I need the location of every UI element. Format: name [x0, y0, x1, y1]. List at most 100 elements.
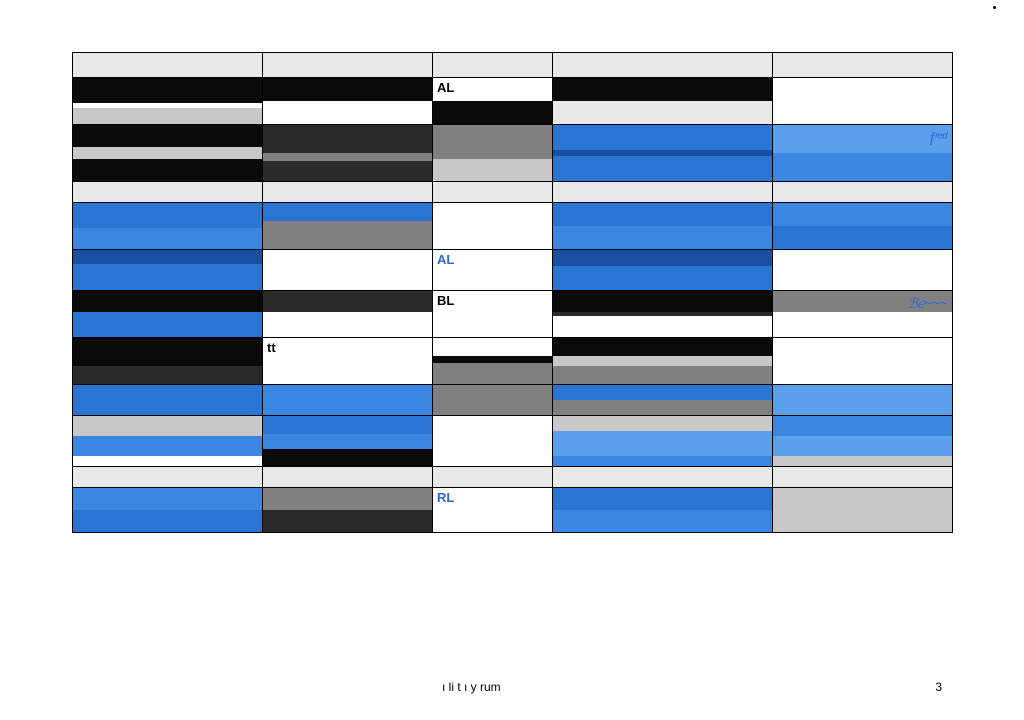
- redaction-band: [73, 338, 262, 366]
- redaction-band: [773, 53, 952, 77]
- redaction-band: [773, 338, 952, 384]
- table-cell: [773, 182, 953, 203]
- redaction-band: [433, 182, 552, 202]
- table-cell: [263, 182, 433, 203]
- redaction-band: [73, 291, 262, 312]
- table-cell: [773, 467, 953, 488]
- table-cell: [73, 125, 263, 182]
- redaction-band: [263, 203, 432, 221]
- redaction-band: [263, 182, 432, 202]
- table-cell: [553, 385, 773, 416]
- redaction-band: [433, 125, 552, 159]
- cell-label: tt: [267, 340, 276, 355]
- redaction-band: [73, 78, 262, 103]
- table-cell: [553, 488, 773, 533]
- redaction-band: [73, 510, 262, 532]
- table-cell: [773, 416, 953, 467]
- redaction-band: [263, 78, 432, 101]
- table-cell: [263, 125, 433, 182]
- redaction-band: [773, 250, 952, 290]
- table-cell: AL: [433, 250, 553, 291]
- redaction-band: [553, 125, 772, 150]
- table-cell: [263, 78, 433, 125]
- redaction-band: [773, 436, 952, 456]
- table-cell: [73, 182, 263, 203]
- redaction-band: [263, 488, 432, 510]
- table-cell: [263, 385, 433, 416]
- redaction-band: [773, 416, 952, 436]
- redaction-band: [553, 456, 772, 466]
- redaction-band: [73, 182, 262, 202]
- table-cell: [553, 416, 773, 467]
- cell-label: AL: [437, 252, 454, 267]
- redaction-band: [773, 125, 952, 153]
- table-cell: [433, 125, 553, 182]
- redaction-band: [263, 385, 432, 415]
- table-row: [73, 182, 953, 203]
- redaction-band: [553, 78, 772, 101]
- table-cell: [433, 467, 553, 488]
- redaction-band: [553, 156, 772, 181]
- table-cell: [773, 385, 953, 416]
- redaction-band: [73, 53, 262, 77]
- table-cell: [73, 467, 263, 488]
- redaction-band: [553, 291, 772, 312]
- redaction-band: [553, 385, 772, 400]
- redaction-band: [263, 101, 432, 124]
- redaction-band: [433, 338, 552, 356]
- redaction-band: [553, 400, 772, 415]
- redaction-band: [773, 467, 952, 487]
- redaction-band: [553, 356, 772, 365]
- cell-label: RL: [437, 490, 454, 505]
- table-cell: [73, 338, 263, 385]
- table-cell: [553, 203, 773, 250]
- redaction-band: [553, 182, 772, 202]
- table-cell: [263, 53, 433, 78]
- redaction-band: [553, 226, 772, 249]
- redaction-band: [263, 161, 432, 181]
- table-cell: ℬℯ~~~: [773, 291, 953, 338]
- redaction-band: [773, 182, 952, 202]
- redaction-band: [773, 488, 952, 532]
- redaction-band: [73, 125, 262, 147]
- redaction-band: [433, 312, 552, 337]
- table-cell: [553, 182, 773, 203]
- handwriting-mark: ƒʳᵉᵈ: [928, 129, 946, 145]
- table-cell: [73, 385, 263, 416]
- table-row: tt: [73, 338, 953, 385]
- table-cell: [553, 291, 773, 338]
- table-cell: [73, 416, 263, 467]
- table-cell: [773, 488, 953, 533]
- redaction-band: [263, 434, 432, 449]
- redaction-band: [433, 416, 552, 466]
- redaction-band: [263, 221, 432, 249]
- table-cell: tt: [263, 338, 433, 385]
- redaction-band: [553, 416, 772, 431]
- redaction-band: [553, 53, 772, 77]
- redacted-table: ALƒʳᵉᵈALBLℬℯ~~~ ttRL: [72, 52, 953, 533]
- redaction-band: [73, 147, 262, 158]
- redaction-band: [73, 436, 262, 456]
- redaction-band: [73, 250, 262, 264]
- redaction-band: [773, 385, 952, 415]
- redaction-band: [73, 264, 262, 290]
- redaction-band: [553, 101, 772, 124]
- redaction-band: [73, 416, 262, 436]
- table-row: [73, 203, 953, 250]
- redaction-band: [433, 467, 552, 487]
- table-cell: [263, 467, 433, 488]
- table-row: [73, 385, 953, 416]
- redaction-band: [263, 312, 432, 337]
- redaction-band: [433, 159, 552, 181]
- handwriting-mark: ℬℯ~~~: [907, 295, 946, 312]
- redaction-band: [553, 431, 772, 456]
- table-cell: [773, 338, 953, 385]
- redaction-band: [553, 316, 772, 337]
- stray-dot: [993, 6, 996, 9]
- redaction-band: [433, 356, 552, 363]
- table-cell: [73, 250, 263, 291]
- table-cell: [433, 203, 553, 250]
- redaction-band: [73, 159, 262, 181]
- redaction-band: [263, 291, 432, 312]
- table-cell: [553, 53, 773, 78]
